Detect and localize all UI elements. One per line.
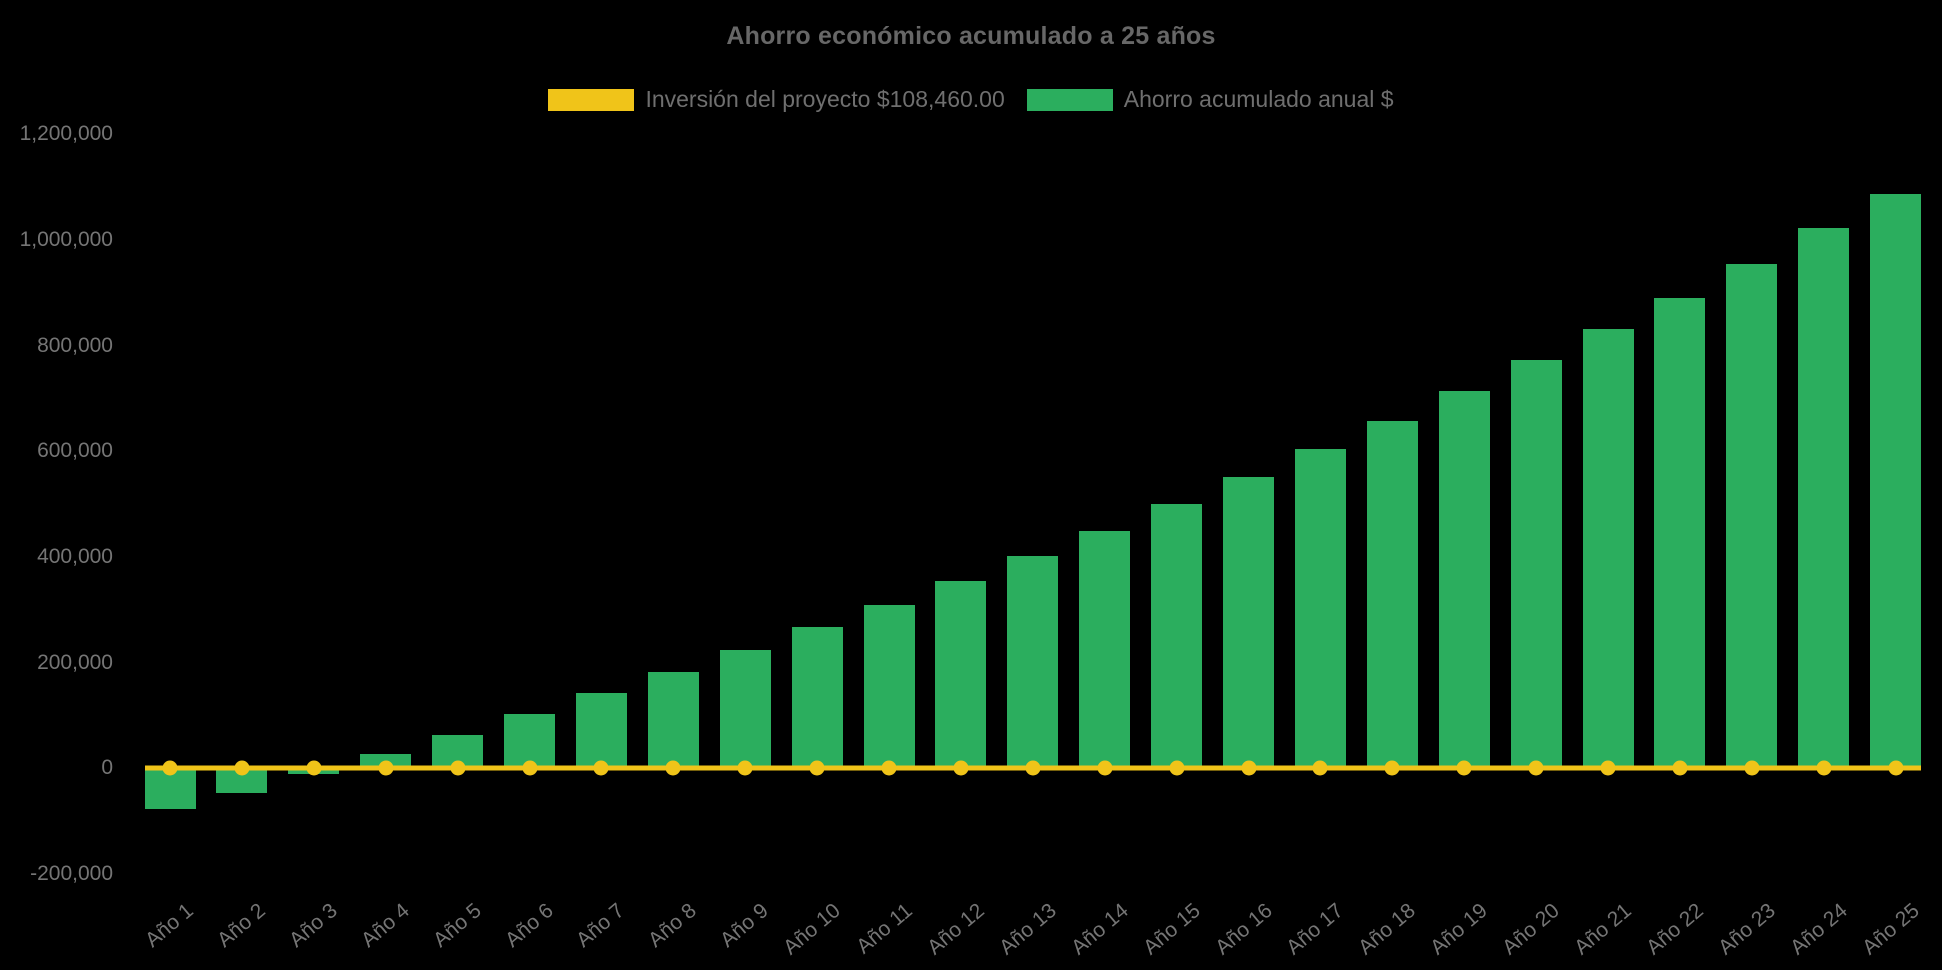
x-axis-label: Año 11 bbox=[852, 899, 917, 959]
bar-año-18[interactable] bbox=[1366, 420, 1418, 769]
bar-año-17[interactable] bbox=[1294, 449, 1346, 769]
x-axis-label: Año 22 bbox=[1641, 899, 1708, 960]
x-axis-label: Año 14 bbox=[1066, 899, 1133, 960]
x-axis-label: Año 9 bbox=[716, 899, 773, 952]
x-axis-label: Año 16 bbox=[1210, 899, 1277, 960]
bar-año-19[interactable] bbox=[1438, 391, 1490, 769]
bar-año-11[interactable] bbox=[863, 604, 915, 769]
investment-line-point[interactable] bbox=[234, 760, 250, 776]
legend-label: Ahorro acumulado anual $ bbox=[1123, 86, 1394, 112]
bar-año-25[interactable] bbox=[1870, 194, 1922, 769]
y-axis-tick-label: 1,000,000 bbox=[19, 227, 113, 251]
x-axis-label: Año 20 bbox=[1498, 899, 1564, 960]
x-axis-label: Año 21 bbox=[1570, 899, 1636, 960]
x-axis-label: Año 6 bbox=[500, 899, 558, 952]
x-axis-label: Año 4 bbox=[356, 899, 414, 952]
bar-año-23[interactable] bbox=[1726, 263, 1778, 769]
investment-line-point[interactable] bbox=[378, 760, 394, 776]
y-axis-tick-label: 1,200,000 bbox=[19, 122, 113, 146]
x-axis-label: Año 19 bbox=[1426, 899, 1492, 960]
x-axis-label: Año 15 bbox=[1138, 899, 1205, 960]
investment-line-point[interactable] bbox=[162, 760, 178, 776]
bar-año-7[interactable] bbox=[575, 693, 627, 769]
legend-item-bar[interactable]: Ahorro acumulado anual $ bbox=[1026, 86, 1394, 113]
bar-año-8[interactable] bbox=[647, 671, 699, 769]
bar-año-24[interactable] bbox=[1798, 228, 1850, 769]
x-axis-label: Año 2 bbox=[212, 899, 270, 952]
legend-label: Inversión del proyecto $108,460.00 bbox=[645, 86, 1005, 112]
legend-swatch-bar bbox=[1026, 88, 1113, 111]
y-axis-tick-label: 400,000 bbox=[37, 545, 113, 568]
y-axis-tick-label: -200,000 bbox=[30, 862, 113, 886]
x-axis-label: Año 25 bbox=[1857, 899, 1924, 960]
bar-año-12[interactable] bbox=[935, 580, 987, 769]
investment-line-point[interactable] bbox=[1672, 760, 1688, 776]
bar-año-16[interactable] bbox=[1223, 476, 1274, 769]
legend-item-line[interactable]: Inversión del proyecto $108,460.00 bbox=[548, 86, 1005, 113]
bar-año-21[interactable] bbox=[1582, 329, 1634, 769]
x-axis-label: Año 13 bbox=[994, 899, 1061, 960]
x-axis-label: Año 5 bbox=[428, 899, 486, 952]
investment-line-point[interactable] bbox=[1528, 760, 1544, 776]
bar-año-13[interactable] bbox=[1007, 555, 1059, 769]
investment-line-point[interactable] bbox=[665, 760, 681, 776]
x-axis-label: Año 23 bbox=[1713, 899, 1780, 960]
bar-año-14[interactable] bbox=[1079, 530, 1131, 769]
investment-line-point[interactable] bbox=[522, 760, 537, 776]
x-axis-label: Año 8 bbox=[644, 899, 702, 952]
investment-line-point[interactable] bbox=[881, 760, 897, 776]
investment-line-point[interactable] bbox=[1816, 760, 1832, 776]
x-axis-label: Año 10 bbox=[779, 899, 845, 960]
investment-line-point[interactable] bbox=[1888, 760, 1904, 776]
investment-line-point[interactable] bbox=[306, 760, 322, 776]
bar-año-9[interactable] bbox=[719, 650, 771, 769]
y-axis-tick-label: 600,000 bbox=[37, 439, 113, 463]
bar-año-20[interactable] bbox=[1510, 360, 1562, 769]
bar-año-6[interactable] bbox=[504, 713, 555, 769]
x-axis-label: Año 18 bbox=[1354, 899, 1421, 960]
legend: Inversión del proyecto $108,460.00 Ahorro… bbox=[0, 86, 1942, 113]
investment-line-point[interactable] bbox=[1169, 760, 1185, 776]
investment-line-point[interactable] bbox=[1384, 760, 1400, 776]
x-axis-label: Año 24 bbox=[1785, 899, 1852, 960]
investment-line-point[interactable] bbox=[1241, 760, 1256, 776]
y-axis-tick-label: 800,000 bbox=[37, 333, 113, 357]
x-axis-label: Año 3 bbox=[284, 899, 342, 952]
x-axis-label: Año 1 bbox=[140, 899, 198, 952]
investment-line-point[interactable] bbox=[1744, 760, 1760, 776]
investment-line-point[interactable] bbox=[1456, 760, 1472, 776]
investment-line-point[interactable] bbox=[593, 760, 609, 776]
legend-swatch-line bbox=[548, 88, 635, 111]
y-axis-tick-label: 200,000 bbox=[37, 650, 113, 674]
x-axis-label: Año 7 bbox=[572, 899, 630, 952]
y-axis-tick-label: 0 bbox=[101, 756, 113, 780]
bar-año-10[interactable] bbox=[791, 627, 843, 769]
investment-line-point[interactable] bbox=[737, 760, 753, 776]
investment-line-point[interactable] bbox=[1025, 760, 1041, 776]
x-axis-label: Año 12 bbox=[922, 899, 989, 960]
investment-line-point[interactable] bbox=[1312, 760, 1328, 776]
chart-title: Ahorro económico acumulado a 25 años bbox=[726, 22, 1216, 50]
x-axis-label: Año 17 bbox=[1282, 899, 1349, 960]
investment-line-point[interactable] bbox=[450, 760, 466, 776]
bar-año-22[interactable] bbox=[1654, 297, 1706, 769]
investment-line-point[interactable] bbox=[1097, 760, 1113, 776]
investment-line-point[interactable] bbox=[953, 760, 969, 776]
bar-año-15[interactable] bbox=[1151, 503, 1203, 769]
investment-line-point[interactable] bbox=[1600, 760, 1616, 776]
investment-line-point[interactable] bbox=[809, 760, 825, 776]
